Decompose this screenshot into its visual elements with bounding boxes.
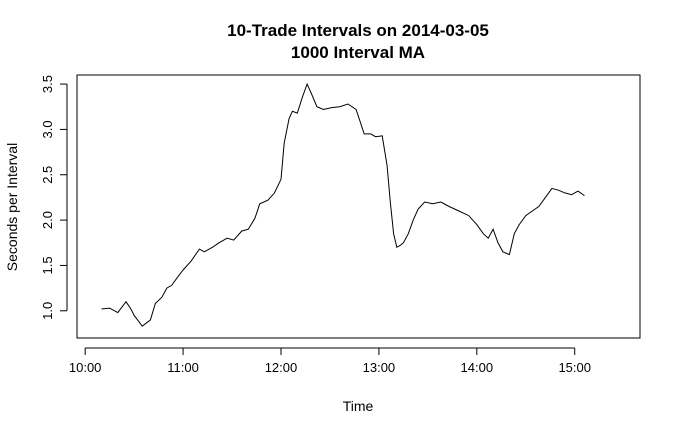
x-tick-label: 15:00 bbox=[558, 360, 591, 375]
y-tick-label: 1.5 bbox=[40, 256, 55, 274]
x-axis: 10:00 11:00 12:00 13:00 14:00 15:00 bbox=[69, 347, 591, 375]
x-tick-label: 13:00 bbox=[363, 360, 396, 375]
y-tick-label: 1.0 bbox=[40, 302, 55, 320]
series-line-0 bbox=[101, 82, 585, 327]
chart-subtitle: 1000 Interval MA bbox=[291, 43, 425, 62]
x-tick-label: 10:00 bbox=[69, 360, 102, 375]
chart-title: 10-Trade Intervals on 2014-03-05 bbox=[227, 21, 489, 40]
y-axis-label: Seconds per Interval bbox=[4, 143, 20, 271]
y-axis: 1.0 1.5 2.0 2.5 3.0 3.5 bbox=[40, 75, 68, 320]
y-tick-label: 3.5 bbox=[40, 75, 55, 93]
series-layer bbox=[101, 82, 585, 327]
y-tick-label: 2.0 bbox=[40, 211, 55, 229]
x-axis-label: Time bbox=[343, 398, 374, 414]
plot-area-border bbox=[76, 74, 641, 339]
y-tick-label: 2.5 bbox=[40, 166, 55, 184]
x-tick-label: 12:00 bbox=[265, 360, 298, 375]
x-tick-label: 14:00 bbox=[461, 360, 494, 375]
y-tick-label: 3.0 bbox=[40, 120, 55, 138]
x-tick-label: 11:00 bbox=[167, 360, 199, 375]
